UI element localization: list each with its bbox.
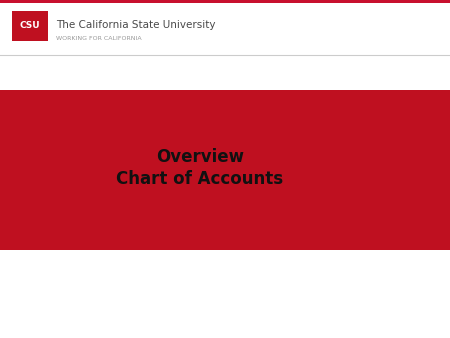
Text: Overview: Overview <box>156 148 244 166</box>
Bar <box>0 90 450 250</box>
Bar <box>12 11 48 41</box>
Text: The California State University: The California State University <box>56 20 216 30</box>
Bar <box>0 0 450 3</box>
Text: CSU: CSU <box>20 22 40 30</box>
Text: WORKING FOR CALIFORNIA: WORKING FOR CALIFORNIA <box>56 36 142 41</box>
Text: Chart of Accounts: Chart of Accounts <box>117 170 284 188</box>
